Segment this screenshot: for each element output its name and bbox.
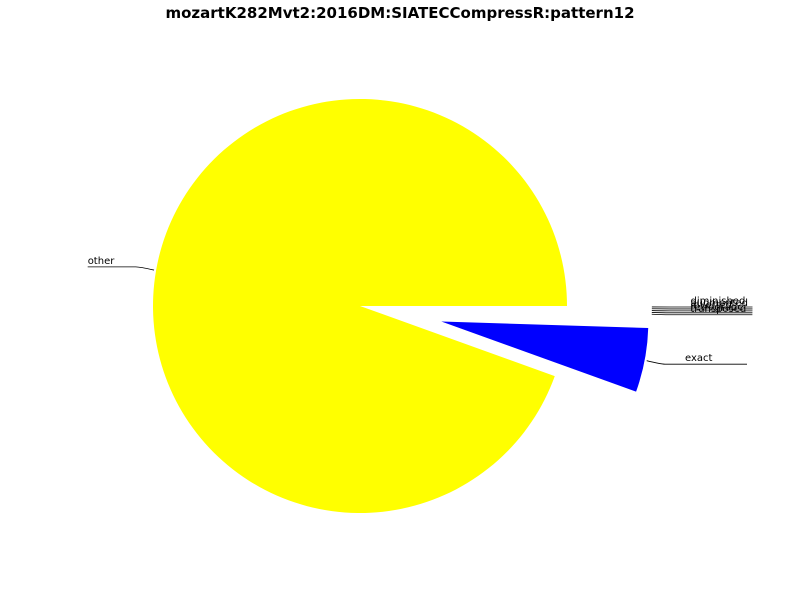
leader-line-transposed [651, 313, 753, 316]
leader-line-other [87, 266, 155, 271]
pie-label-diminished: diminished [690, 296, 745, 307]
pie-labels: other exact transposedretrogradeinvertedau… [88, 256, 748, 364]
pie-slice-retrograde [442, 307, 650, 314]
pie-label-augmented: augmented [690, 298, 747, 309]
pie-label-transposed: transposed [690, 304, 746, 315]
pie-label-retrograde: retrograde [690, 302, 743, 313]
pie-label-inverted: inverted [690, 300, 732, 311]
pie-slice-transposed [442, 308, 650, 315]
pie-slice-exact [441, 321, 649, 392]
pie-label-exact: exact [685, 353, 713, 364]
pie-slices [153, 98, 650, 514]
leader-line-exact [646, 360, 747, 365]
label-leader-lines [87, 266, 753, 365]
pie-label-other: other [88, 256, 116, 267]
pie-slice-other [153, 98, 567, 514]
chart-title: mozartK282Mvt2:2016DM:SIATECCompressR:pa… [165, 4, 635, 22]
pie-slice-augmented [442, 306, 650, 310]
pie-slice-inverted [442, 307, 650, 312]
pie-slice-diminished [442, 306, 650, 308]
